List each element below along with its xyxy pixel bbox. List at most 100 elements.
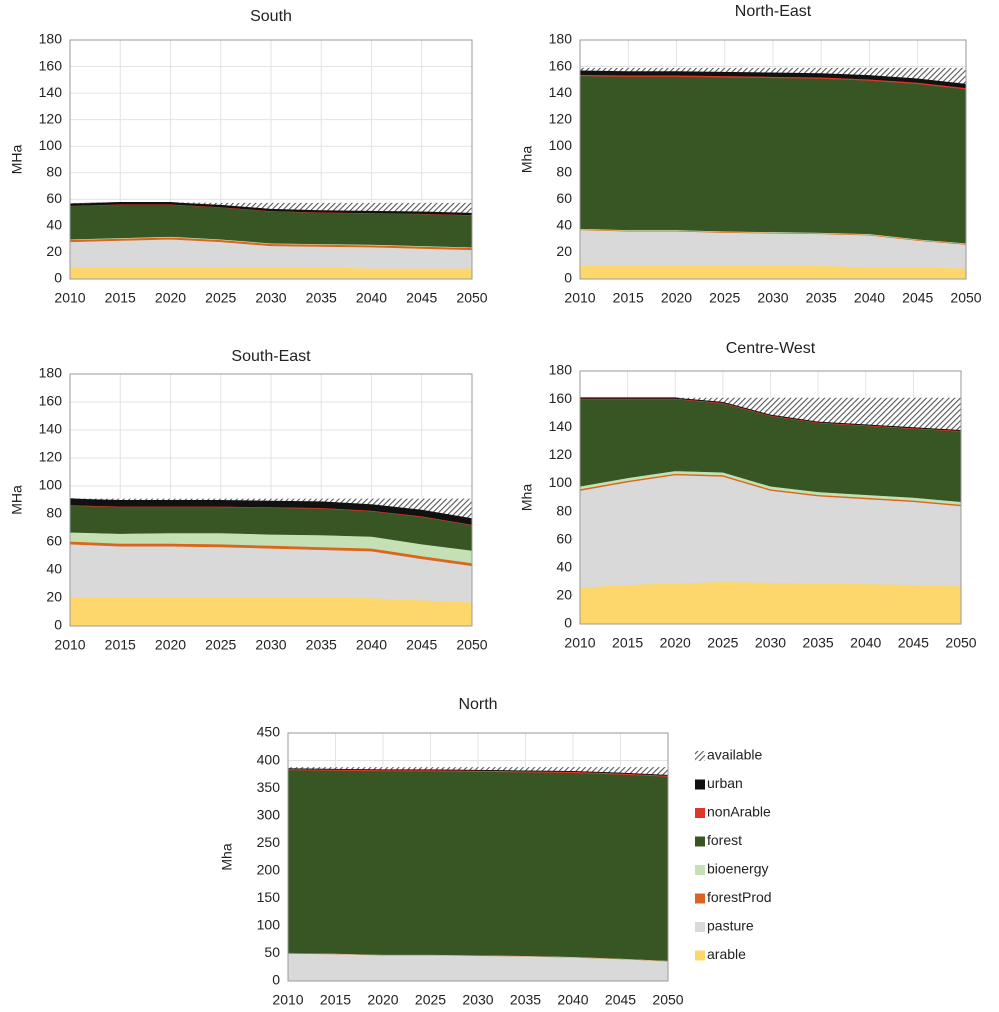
x-tick-label: 2040 — [854, 290, 885, 306]
legend-swatch — [695, 751, 705, 761]
y-tick-label: 80 — [556, 163, 572, 179]
x-tick-label: 2035 — [510, 992, 541, 1008]
x-tick-label: 2030 — [255, 637, 286, 653]
area — [579, 581, 962, 625]
chart-panel: North Mha 0 50 100 150 200 250 300 350 400 450 2010 2… — [219, 696, 772, 1007]
legend-label: bioenergy — [707, 861, 769, 877]
x-tick-label: 2015 — [105, 290, 136, 306]
x-tick-label: 2015 — [105, 637, 136, 653]
x-tick-label: 2015 — [612, 635, 643, 651]
x-tick-label: 2050 — [950, 290, 981, 306]
legend-swatch — [695, 836, 705, 847]
area — [288, 767, 668, 775]
y-tick-label: 100 — [549, 474, 573, 490]
legend-label: forest — [707, 832, 742, 848]
x-tick-label: 2020 — [660, 635, 691, 651]
legend-label: nonArable — [707, 804, 771, 820]
x-tick-label: 2030 — [755, 635, 786, 651]
y-tick-label: 0 — [272, 972, 280, 988]
y-tick-label: 200 — [257, 861, 281, 877]
x-tick-label: 2030 — [757, 290, 788, 306]
x-tick-label: 2020 — [155, 637, 186, 653]
y-tick-label: 350 — [257, 779, 281, 795]
x-tick-label: 2010 — [54, 290, 85, 306]
y-tick-label: 40 — [556, 558, 572, 574]
x-tick-label: 2010 — [564, 290, 595, 306]
area — [580, 397, 961, 431]
x-tick-label: 2040 — [356, 637, 387, 653]
y-tick-label: 120 — [549, 110, 573, 126]
area — [70, 498, 472, 519]
y-tick-label: 160 — [549, 390, 573, 406]
y-tick-label: 20 — [556, 243, 572, 259]
y-axis-label: Mha — [219, 843, 235, 870]
y-tick-label: 160 — [549, 57, 573, 73]
y-axis-label: Mha — [519, 146, 535, 173]
x-tick-label: 2020 — [367, 992, 398, 1008]
x-tick-label: 2035 — [806, 290, 837, 306]
x-tick-label: 2025 — [205, 637, 236, 653]
area — [580, 67, 966, 84]
x-tick-label: 2030 — [255, 290, 286, 306]
legend-swatch — [695, 893, 705, 904]
x-tick-label: 2015 — [613, 290, 644, 306]
x-tick-label: 2035 — [306, 637, 337, 653]
y-tick-label: 80 — [556, 502, 572, 518]
x-tick-label: 2040 — [356, 290, 387, 306]
x-tick-label: 2050 — [652, 992, 683, 1008]
plot-frame — [69, 39, 473, 280]
area — [69, 596, 473, 627]
area — [69, 266, 473, 280]
legend-label: available — [707, 747, 762, 763]
y-tick-label: 450 — [257, 724, 281, 740]
y-tick-label: 40 — [46, 217, 62, 233]
x-tick-label: 2050 — [456, 290, 487, 306]
chart-panel: Centre-WestMha02040608010012014016018020… — [519, 340, 977, 650]
y-tick-label: 20 — [46, 243, 62, 259]
y-tick-label: 250 — [257, 834, 281, 850]
x-tick-label: 2035 — [803, 635, 834, 651]
y-axis-label: MHa — [9, 485, 25, 515]
x-tick-label: 2015 — [320, 992, 351, 1008]
x-tick-label: 2010 — [54, 637, 85, 653]
x-tick-label: 2010 — [564, 635, 595, 651]
y-tick-label: 100 — [39, 477, 63, 493]
y-tick-label: 20 — [46, 589, 62, 605]
x-tick-label: 2045 — [902, 290, 933, 306]
y-tick-label: 140 — [39, 84, 63, 100]
y-tick-label: 140 — [39, 421, 63, 437]
y-axis-label: Mha — [519, 484, 535, 511]
x-tick-label: 2045 — [898, 635, 929, 651]
x-tick-label: 2025 — [709, 290, 740, 306]
y-axis-label: MHa — [9, 145, 25, 175]
x-tick-label: 2040 — [850, 635, 881, 651]
legend-label: pasture — [707, 918, 754, 934]
x-tick-label: 2025 — [205, 290, 236, 306]
x-tick-label: 2045 — [605, 992, 636, 1008]
legend-label: arable — [707, 946, 746, 962]
x-tick-label: 2045 — [406, 637, 437, 653]
y-tick-label: 300 — [257, 806, 281, 822]
y-tick-label: 0 — [54, 270, 62, 286]
y-tick-label: 120 — [39, 110, 63, 126]
y-tick-label: 60 — [556, 530, 572, 546]
y-tick-label: 40 — [46, 561, 62, 577]
y-tick-label: 160 — [39, 393, 63, 409]
x-tick-label: 2040 — [557, 992, 588, 1008]
legend-swatch — [695, 950, 705, 961]
x-tick-label: 2035 — [306, 290, 337, 306]
legend-label: urban — [707, 775, 743, 791]
legend-label: forestProd — [707, 889, 772, 905]
area — [579, 265, 967, 280]
legend-swatch — [695, 922, 705, 932]
y-tick-label: 80 — [46, 163, 62, 179]
y-tick-label: 50 — [264, 944, 280, 960]
x-tick-label: 2030 — [462, 992, 493, 1008]
y-tick-label: 100 — [39, 137, 63, 153]
legend-swatch — [695, 865, 705, 875]
x-tick-label: 2025 — [707, 635, 738, 651]
y-tick-label: 180 — [39, 365, 63, 381]
area — [287, 769, 669, 961]
area — [579, 75, 967, 244]
